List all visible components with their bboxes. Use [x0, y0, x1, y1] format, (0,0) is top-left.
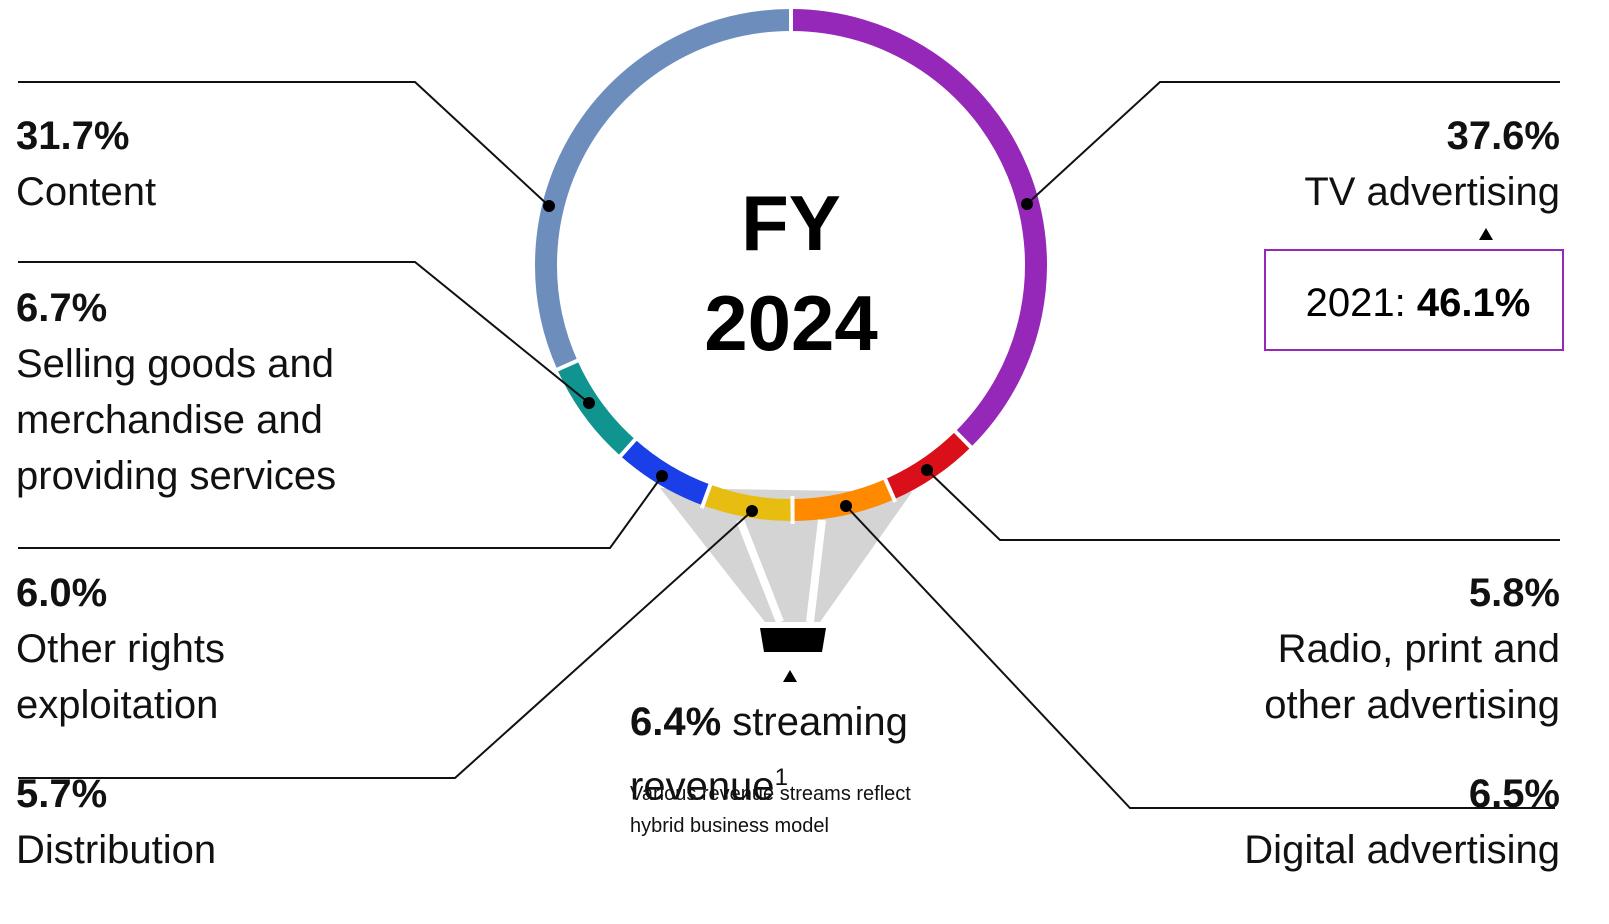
category-label: TV advertising	[1160, 164, 1560, 220]
segment-label: 6.7%Selling goods and merchandise and pr…	[16, 280, 416, 504]
segment-label: 6.5%Digital advertising	[1140, 766, 1560, 878]
segment-label: 37.6%TV advertising	[1160, 108, 1560, 220]
segment-label: 5.8%Radio, print and other advertising	[1180, 565, 1560, 733]
center-label: 2024	[704, 279, 878, 367]
value-label: 6.0%	[16, 565, 416, 621]
category-label: Content	[16, 164, 416, 220]
arrow	[1479, 228, 1493, 240]
annotation-note: Various revenue streams reflect hybrid b…	[630, 778, 970, 842]
segment-label: 5.7%Distribution	[16, 766, 436, 878]
page: FY 2024 2021: 46.1% 6.4% streaming reven…	[0, 0, 1609, 924]
donut-segment	[628, 448, 707, 495]
donut-segment	[567, 365, 627, 448]
value-label: 5.7%	[16, 766, 436, 822]
category-label: Distribution	[16, 822, 436, 878]
value-label: 37.6%	[1160, 108, 1560, 164]
value-label: 6.5%	[1140, 766, 1560, 822]
value-label: 5.8%	[1180, 565, 1560, 621]
category-label: Digital advertising	[1140, 822, 1560, 878]
segment-label: 6.0%Other rights exploitation	[16, 565, 416, 733]
category-label: Radio, print and other advertising	[1180, 621, 1560, 733]
value-label: 6.7%	[16, 280, 416, 336]
center-label: FY	[741, 179, 841, 267]
category-label: Other rights exploitation	[16, 621, 416, 733]
category-label: Selling goods and merchandise and provid…	[16, 336, 416, 504]
comparison-label: 2021:	[1306, 281, 1406, 325]
segment-label: 31.7%Content	[16, 108, 416, 220]
comparison-value: 46.1%	[1417, 281, 1530, 325]
value-label: 31.7%	[16, 108, 416, 164]
comparison: 2021: 46.1%	[1306, 281, 1531, 325]
annotation-value: 6.4%	[630, 700, 721, 744]
